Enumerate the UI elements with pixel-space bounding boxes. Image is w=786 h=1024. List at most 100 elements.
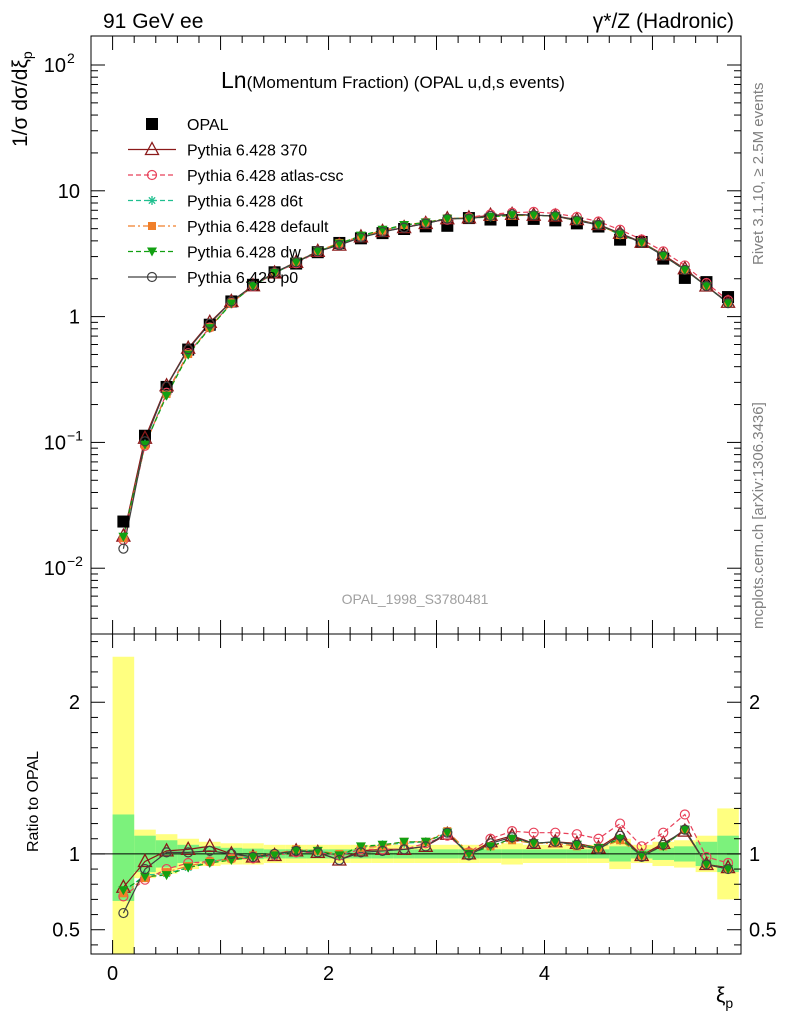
lower-y-tick-label-right: 2 <box>749 692 760 714</box>
upper-y-tick-label-exp: 2 <box>67 50 75 66</box>
upper-point-p0 <box>679 264 690 276</box>
ratio-point-p370 <box>180 840 196 856</box>
lower-x-tick-label: 0 <box>107 963 118 985</box>
ratio-point-dw <box>463 849 474 859</box>
ratio-point-p0 <box>269 848 280 860</box>
upper-point-p0 <box>636 237 647 249</box>
upper-point-p0 <box>226 296 237 307</box>
plot-title: Ln(Momentum Fraction) (OPAL u,d,s events… <box>221 67 565 93</box>
ratio-point-p0 <box>636 851 647 863</box>
ratio-point-dw <box>615 834 626 844</box>
upper-point-dw <box>593 220 604 230</box>
ratio-point-p0 <box>312 847 323 858</box>
upper-point-p0 <box>550 210 561 222</box>
legend-marker-d6t <box>147 196 157 205</box>
ratio-band-inner <box>112 814 135 901</box>
upper-point-dw <box>528 211 539 221</box>
upper-point-dw <box>463 214 474 224</box>
lower-axes: 0.5 0.5 1 1 2 2 0 2 4 <box>52 634 777 985</box>
legend-marker-p0 <box>146 271 158 283</box>
upper-point-dw <box>420 218 431 228</box>
ratio-point-p0 <box>118 907 129 919</box>
ratio-point-p0 <box>226 848 237 860</box>
legend-marker-opal <box>146 118 158 130</box>
upper-y-label: 1/σ dσ/dξp <box>9 51 35 147</box>
lower-x-tick-label: 2 <box>323 963 334 985</box>
ratio-point-dw <box>636 851 647 861</box>
upper-point-p0 <box>420 218 431 229</box>
legend-marker-atlas <box>146 169 158 181</box>
ratio-point-dw <box>485 842 496 852</box>
ratio-point-p0 <box>528 838 539 849</box>
upper-point-p0 <box>485 210 496 222</box>
ratio-point-dw <box>118 886 129 896</box>
legend-marker-default <box>148 222 156 230</box>
upper-line-p370 <box>122 213 729 537</box>
upper-y-tick-label-exp: −2 <box>67 553 83 569</box>
legend-label-atlas: Pythia 6.428 atlas-csc <box>187 168 344 185</box>
ratio-point-atlas <box>528 827 539 838</box>
upper-point-p0 <box>528 210 539 221</box>
upper-point-p0 <box>658 250 669 261</box>
upper-point-p0 <box>334 240 345 251</box>
ratio-point-p0 <box>377 845 388 856</box>
upper-point-dw <box>312 247 323 257</box>
plot-title-big: Ln <box>221 67 247 93</box>
ratio-point-atlas <box>658 827 669 838</box>
ratio-point-p0 <box>334 854 345 866</box>
ratio-point-atlas <box>636 841 647 852</box>
ratio-point-p0 <box>593 844 604 855</box>
ratio-point-dw <box>139 872 150 882</box>
ratio-point-p0 <box>463 850 475 861</box>
upper-line-d6t <box>122 214 729 538</box>
legend: OPAL Pythia 6.428 370 Pythia 6.428 atlas-c… <box>128 117 344 287</box>
ratio-point-p0 <box>658 839 669 850</box>
upper-y-tick-label: 10 <box>58 181 80 203</box>
lower-y-tick-label-right: 0.5 <box>749 920 777 942</box>
upper-y-tick-label: 1 <box>69 307 80 329</box>
upper-point-p0 <box>204 318 215 329</box>
upper-point-dw <box>701 282 712 292</box>
legend-label-opal: OPAL <box>187 117 229 134</box>
upper-point-dw <box>139 440 150 450</box>
upper-point-p0 <box>593 219 604 231</box>
upper-y-label-sub: p <box>19 51 35 59</box>
upper-point-dw <box>723 299 734 309</box>
lower-panel: 0.5 0.5 1 1 2 2 0 2 4 Ratio to OPAL ξp <box>25 633 777 1011</box>
upper-point-dw <box>334 239 345 249</box>
upper-point-dw <box>247 282 258 292</box>
ratio-point-p0 <box>291 845 302 856</box>
ratio-point-p370 <box>202 837 218 852</box>
upper-point-dw <box>615 230 626 240</box>
x-axis-label-sub: p <box>725 995 733 1011</box>
ratio-point-dw <box>247 852 258 862</box>
lower-data-layer <box>91 656 741 954</box>
upper-line-default <box>122 214 729 539</box>
ratio-point-dw <box>204 859 215 869</box>
upper-point-opal <box>138 429 151 442</box>
rivet-label: Rivet 3.1.10, ≥ 2.5M events <box>750 83 767 266</box>
ratio-point-p0 <box>722 863 734 875</box>
ratio-point-dw <box>528 839 539 849</box>
legend-label-d6t: Pythia 6.428 d6t <box>187 194 303 211</box>
upper-point-p0 <box>247 280 259 291</box>
upper-point-dw <box>550 212 561 222</box>
ratio-point-dw <box>507 834 518 844</box>
ratio-point-p0 <box>679 824 690 835</box>
ratio-point-atlas <box>571 829 582 840</box>
lower-y-tick-label: 2 <box>69 692 80 714</box>
energy-label: 91 GeV ee <box>103 10 203 33</box>
ratio-point-p0 <box>550 836 561 847</box>
upper-point-dw <box>161 391 172 401</box>
lower-y-tick-label: 1 <box>69 844 80 866</box>
ratio-point-atlas <box>593 833 604 844</box>
upper-point-p0 <box>118 543 129 554</box>
upper-point-p0 <box>269 267 280 278</box>
ratio-point-p0 <box>571 839 582 850</box>
upper-point-p0 <box>183 344 194 355</box>
ratio-point-dw <box>571 840 582 850</box>
x-axis-label: ξp <box>716 984 733 1011</box>
legend-marker-p370 <box>144 141 160 156</box>
